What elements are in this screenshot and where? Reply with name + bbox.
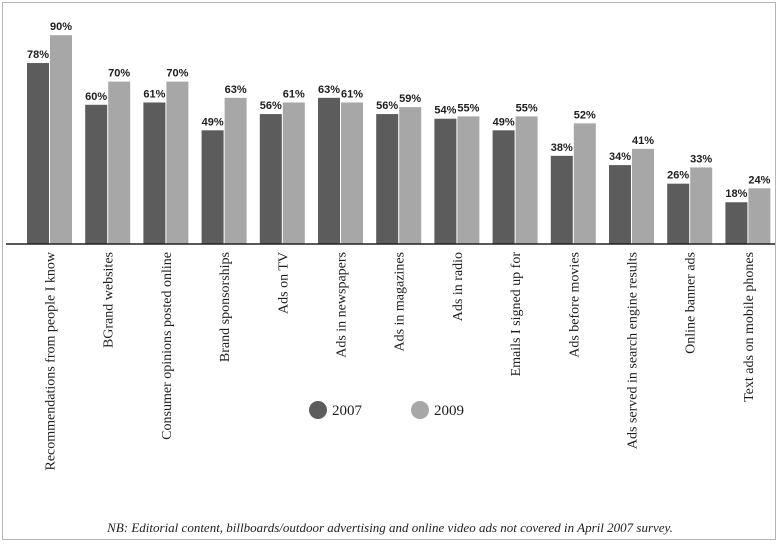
bar-2009-consumer-opinions-posted-online [166,81,189,244]
legend-2009-label: 2009 [434,403,464,419]
category-label-recommendations-from-people-i-know: Recommendations from people I know [44,251,59,470]
bar-2009-ads-in-magazines [399,107,422,245]
bar-2007-text-ads-on-mobile-phones [725,202,748,244]
value-label-2007-ads-in-newspapers: 63% [318,84,340,96]
value-label-2007-ads-in-magazines: 56% [376,100,398,112]
bar-2007-ads-served-in-search-engine-results [609,165,631,244]
value-label-2009-bgrand-websites: 70% [108,68,130,80]
bar-2009-ads-served-in-search-engine-results [632,148,654,244]
value-label-2009-ads-in-newspapers: 61% [341,88,363,100]
value-label-2007-text-ads-on-mobile-phones: 18% [725,188,747,200]
category-label-emails-i-signed-up-for: Emails I signed up for [509,252,524,377]
category-label-ads-in-newspapers: Ads in newspapers [335,252,350,358]
bar-2009-online-banner-ads [690,167,713,244]
bar-2007-ads-in-newspapers [318,97,340,244]
category-label-ads-in-magazines: Ads in magazines [393,252,408,352]
bar-2009-emails-i-signed-up-for [515,116,538,244]
bar-2009-recommendations-from-people-i-know [50,35,72,245]
value-label-2009-ads-before-movies: 52% [574,109,596,121]
value-label-2007-brand-sponsorships: 49% [202,116,224,128]
bar-2007-emails-i-signed-up-for [492,130,515,244]
legend-2007-label: 2007 [332,403,363,419]
bar-2007-consumer-opinions-posted-online [143,102,166,244]
legend-2009-marker [411,401,429,419]
bar-2007-ads-before-movies [550,155,573,244]
value-label-2009-online-banner-ads: 33% [690,153,712,165]
value-label-2007-emails-i-signed-up-for: 49% [493,116,515,128]
value-label-2009-emails-i-signed-up-for: 55% [516,102,538,114]
bars-group [27,35,771,245]
value-label-2007-ads-served-in-search-engine-results: 34% [609,151,631,163]
bar-2007-ads-on-tv [259,114,282,244]
bar-2007-online-banner-ads [667,183,690,244]
value-label-2009-ads-in-radio: 55% [457,102,479,114]
bar-2007-ads-in-magazines [376,114,399,244]
category-label-ads-on-tv: Ads on TV [276,252,291,314]
category-labels-group: Recommendations from people I know BGrand… [44,251,757,470]
bar-2007-ads-in-radio [434,118,457,244]
category-label-text-ads-on-mobile-phones: Text ads on mobile phones [742,252,757,402]
category-label-bgrand-websites: BGrand websites [102,252,117,348]
category-label-consumer-opinions-posted-online: Consumer opinions posted online [160,252,175,440]
bar-2009-ads-before-movies [573,123,596,244]
bar-2007-recommendations-from-people-i-know [27,63,49,244]
value-label-2007-online-banner-ads: 26% [667,170,689,182]
value-label-2009-ads-in-magazines: 59% [399,93,421,105]
value-label-2007-recommendations-from-people-i-know: 78% [27,49,49,61]
value-labels-group: 78%90%60%70%61%70%49%63%56%61% 63% 61%56%5… [27,21,771,200]
value-label-2009-ads-served-in-search-engine-results: 41% [632,135,654,147]
value-label-2009-ads-on-tv: 61% [283,88,305,100]
bar-2009-brand-sponsorships [224,97,247,244]
value-label-2009-recommendations-from-people-i-know: 90% [50,21,72,33]
category-label-ads-served-in-search-engine-results: Ads served in search engine results [626,252,641,449]
value-label-2009-brand-sponsorships: 63% [225,84,247,96]
legend: 2007 2009 [309,401,464,419]
bar-2009-ads-on-tv [282,102,305,244]
bar-2009-ads-in-newspapers [341,102,363,244]
category-label-brand-sponsorships: Brand sponsorships [218,252,233,362]
value-label-2007-ads-before-movies: 38% [551,142,573,154]
legend-2007-marker [309,401,327,419]
bar-2007-brand-sponsorships [201,130,224,244]
value-label-2007-bgrand-websites: 60% [85,91,107,103]
category-label-ads-in-radio: Ads in radio [451,252,466,321]
bar-2009-bgrand-websites [108,81,131,244]
value-label-2009-consumer-opinions-posted-online: 70% [166,68,188,80]
value-label-2007-ads-in-radio: 54% [434,105,456,117]
value-label-2007-consumer-opinions-posted-online: 61% [143,88,165,100]
category-label-ads-before-movies: Ads before movies [567,252,582,358]
bar-2009-ads-in-radio [457,116,480,244]
bar-2007-bgrand-websites [85,104,108,244]
value-label-2009-text-ads-on-mobile-phones: 24% [748,174,770,186]
footnote: NB: Editorial content, billboards/outdoo… [107,520,673,535]
bar-2009-text-ads-on-mobile-phones [748,188,771,244]
value-label-2007-ads-on-tv: 56% [260,100,282,112]
category-label-online-banner-ads: Online banner ads [684,252,699,354]
